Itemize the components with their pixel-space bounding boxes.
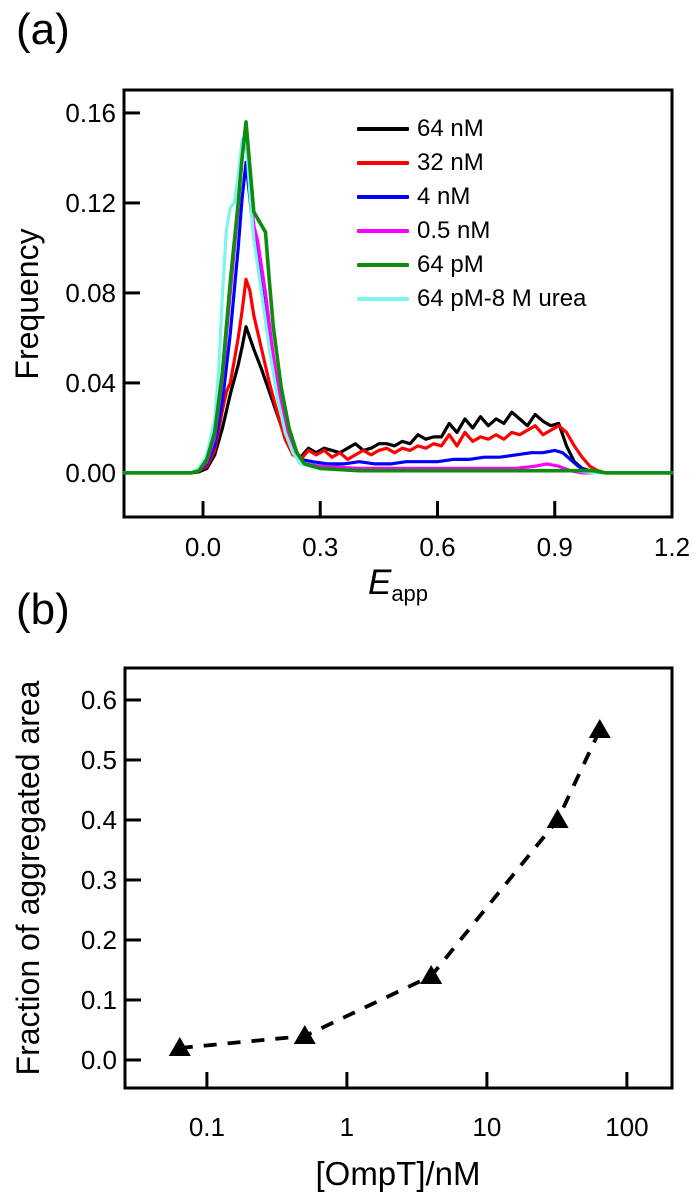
y-tick-label: 0.0	[81, 1045, 117, 1075]
data-point-marker	[546, 808, 569, 828]
legend-label: 64 pM	[417, 251, 484, 278]
x-tick-label: 10	[472, 1112, 501, 1142]
series-line	[122, 160, 674, 475]
panel-a-x-axis-title: Eapp	[248, 563, 548, 606]
legend-label: 4 nM	[417, 183, 471, 210]
panel-a-x-axis-title-sub: app	[391, 581, 429, 606]
x-tick-label: 0.1	[189, 1112, 225, 1142]
legend-item: 64 pM	[357, 248, 586, 282]
legend-item: 64 nM	[357, 112, 586, 146]
y-tick-label: 0.2	[81, 925, 117, 955]
legend-label: 0.5 nM	[417, 217, 491, 244]
plot-frame	[123, 666, 674, 1090]
y-tick-label: 0.1	[81, 985, 117, 1015]
x-tick-label: 0.3	[302, 532, 338, 562]
series-line	[122, 120, 674, 475]
y-tick-label: 0.5	[81, 745, 117, 775]
y-tick-label: 0.08	[65, 278, 116, 308]
legend-line-swatch	[357, 195, 409, 199]
x-tick-label: 100	[605, 1112, 648, 1142]
legend-label: 64 nM	[417, 115, 484, 142]
series-line	[122, 277, 674, 475]
y-tick-label: 0.00	[65, 458, 116, 488]
panel-a-x-axis-title-main: E	[367, 563, 392, 602]
panel-b-plot: 0.1 1 10 100 0.0 0.1 0.2 0.3 0.4 0.5 0.6	[81, 666, 674, 1142]
x-tick-label: 0.9	[537, 532, 573, 562]
x-tick-label: 0.0	[185, 532, 221, 562]
y-tick-label: 0.16	[65, 98, 116, 128]
legend-line-swatch	[357, 161, 409, 165]
legend-line-swatch	[357, 297, 409, 301]
panel-b-x-axis-title: [OmpT]/nM	[315, 1155, 481, 1192]
trend-dashed-line	[179, 729, 602, 1050]
plot-frame	[122, 88, 674, 519]
data-point-marker	[420, 964, 443, 984]
y-tick-label: 0.6	[81, 685, 117, 715]
legend-item: 32 nM	[357, 146, 586, 180]
legend-label: 64 pM-8 M urea	[417, 285, 587, 312]
panel-a-y-axis-title: Frequency	[9, 228, 45, 380]
panel-b-letter: (b)	[16, 585, 70, 634]
y-tick-label: 0.12	[65, 188, 116, 218]
legend-item: 64 pM-8 M urea	[357, 282, 586, 316]
panel-b-y-axis-title: Fraction of aggregated area	[10, 680, 46, 1076]
panel-a-letter: (a)	[16, 5, 70, 54]
x-tick-label: 0.6	[419, 532, 455, 562]
y-tick-label: 0.3	[81, 865, 117, 895]
y-tick-label: 0.04	[65, 368, 116, 398]
legend-line-swatch	[357, 263, 409, 267]
x-tick-label: 1	[340, 1112, 354, 1142]
data-point-marker	[293, 1024, 316, 1044]
data-point-marker	[588, 718, 611, 738]
legend-item: 4 nM	[357, 180, 586, 214]
legend-label: 32 nM	[417, 149, 484, 176]
y-tick-label: 0.4	[81, 805, 117, 835]
legend: 64 nM 32 nM 4 nM 0.5 nM 64 pM 64 pM-8 M urea	[357, 112, 586, 316]
x-tick-label: 1.2	[654, 532, 690, 562]
panel-a-plot: 0.0 0.3 0.6 0.9 1.2 0.00 0.04 0.08 0.12 0.16	[65, 88, 690, 562]
legend-item: 0.5 nM	[357, 214, 586, 248]
legend-line-swatch	[357, 229, 409, 233]
legend-line-swatch	[357, 127, 409, 131]
data-point-marker	[168, 1036, 191, 1056]
series-line	[122, 325, 674, 475]
